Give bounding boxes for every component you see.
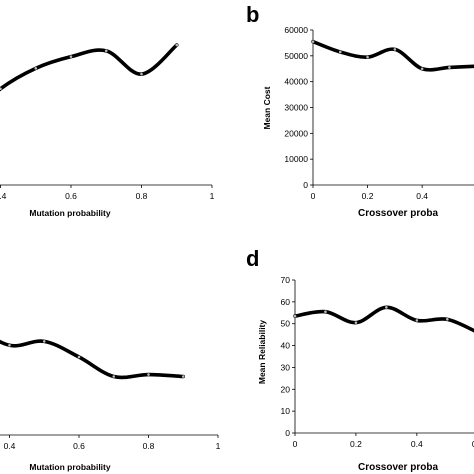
- x-tick-label: 0.6: [472, 439, 474, 449]
- y-tick-label: 30000: [284, 103, 308, 113]
- x-tick-label: 0.2: [350, 439, 362, 449]
- data-point: [311, 40, 315, 43]
- y-tick-label: 10: [281, 406, 291, 416]
- x-axis-label: Crossover proba: [358, 208, 438, 219]
- y-tick-label: 10000: [284, 154, 308, 164]
- y-tick-label: 60: [281, 297, 291, 307]
- data-point: [420, 67, 424, 71]
- data-point: [42, 340, 46, 343]
- data-point: [0, 87, 2, 91]
- data-point: [385, 306, 388, 309]
- x-tick-label: 0.4: [416, 191, 428, 201]
- y-tick-label: 60000: [284, 25, 308, 35]
- panel-d: 0 0.2 0.4 0.6 0 10 20 30 40 50 60 70 Mean Reliabilit…: [246, 246, 474, 473]
- x-tick-label: 0.4: [411, 439, 423, 449]
- y-axis-label: Mean Reliability: [257, 320, 267, 385]
- data-point: [415, 319, 419, 322]
- x-tick-label: 0.8: [136, 191, 148, 201]
- data-point: [175, 43, 179, 47]
- x-axis-label: Crossover proba: [358, 462, 438, 473]
- panel-a: 0.4 0.6 0.8 1 Mutation probability: [0, 43, 215, 218]
- data-point: [147, 373, 150, 376]
- y-tick-label: 0: [285, 428, 290, 438]
- data-point: [77, 355, 81, 359]
- x-axis-label: Mutation probability: [29, 208, 110, 218]
- x-tick-label: 1: [216, 441, 221, 451]
- panel-b: 0 0.2 0.4 0 10000 20000 30000 40000 50000 60000 Me…: [246, 2, 474, 219]
- x-tick-label: 0.6: [65, 191, 77, 201]
- data-point: [324, 310, 327, 313]
- data-point: [393, 48, 397, 51]
- panel-letter: d: [246, 246, 259, 271]
- y-tick-label: 0: [303, 180, 308, 190]
- data-point: [140, 72, 143, 76]
- y-tick-label: 50: [281, 319, 291, 329]
- x-tick-label: 0.4: [0, 191, 7, 201]
- x-axis-label: Mutation probability: [29, 462, 110, 472]
- y-tick-label: 40: [281, 341, 291, 351]
- x-tick-label: 1: [210, 191, 215, 201]
- panel-letter: b: [246, 2, 259, 27]
- data-point: [446, 318, 449, 321]
- y-tick-label: 70: [281, 275, 291, 285]
- data-point: [34, 67, 38, 70]
- data-point: [366, 55, 369, 59]
- data-point: [69, 55, 73, 58]
- y-tick-label: 30: [281, 362, 291, 372]
- y-tick-label: 20000: [284, 128, 308, 138]
- data-point: [112, 375, 116, 378]
- x-tick-label: 0.8: [143, 441, 155, 451]
- y-tick-label: 50000: [284, 51, 308, 61]
- x-tick-label: 0.4: [4, 441, 16, 451]
- panel-c: 0.4 0.6 0.8 1 Mutation probability: [0, 339, 221, 472]
- series-line: [0, 339, 186, 380]
- data-point: [448, 66, 451, 69]
- x-tick-label: 0: [293, 439, 298, 449]
- x-tick-label: 0.6: [73, 441, 85, 451]
- y-tick-label: 40000: [284, 77, 308, 87]
- data-point: [354, 321, 358, 324]
- data-point: [293, 314, 297, 318]
- x-tick-label: 0.2: [362, 191, 374, 201]
- series-line: [0, 43, 179, 92]
- series-line: [311, 39, 474, 72]
- data-point: [8, 344, 11, 347]
- data-point: [181, 375, 185, 378]
- y-axis-label: Mean Cost: [262, 86, 272, 129]
- data-point: [338, 50, 342, 54]
- data-point: [104, 49, 108, 53]
- x-tick-label: 0: [311, 191, 316, 201]
- y-tick-label: 20: [281, 384, 291, 394]
